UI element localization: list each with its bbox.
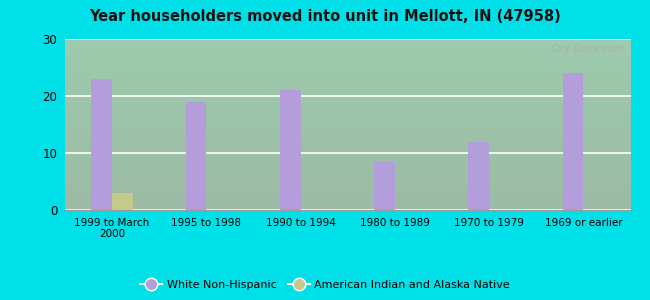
Bar xyxy=(280,90,300,210)
Bar xyxy=(186,102,206,210)
Bar xyxy=(112,193,133,210)
Text: Year householders moved into unit in Mellott, IN (47958): Year householders moved into unit in Mel… xyxy=(89,9,561,24)
Legend: White Non-Hispanic, American Indian and Alaska Native: White Non-Hispanic, American Indian and … xyxy=(136,276,514,294)
Bar xyxy=(469,142,489,210)
Bar xyxy=(563,73,583,210)
Bar xyxy=(92,79,112,210)
Bar xyxy=(374,161,395,210)
Text: City-Data.com: City-Data.com xyxy=(551,44,625,54)
